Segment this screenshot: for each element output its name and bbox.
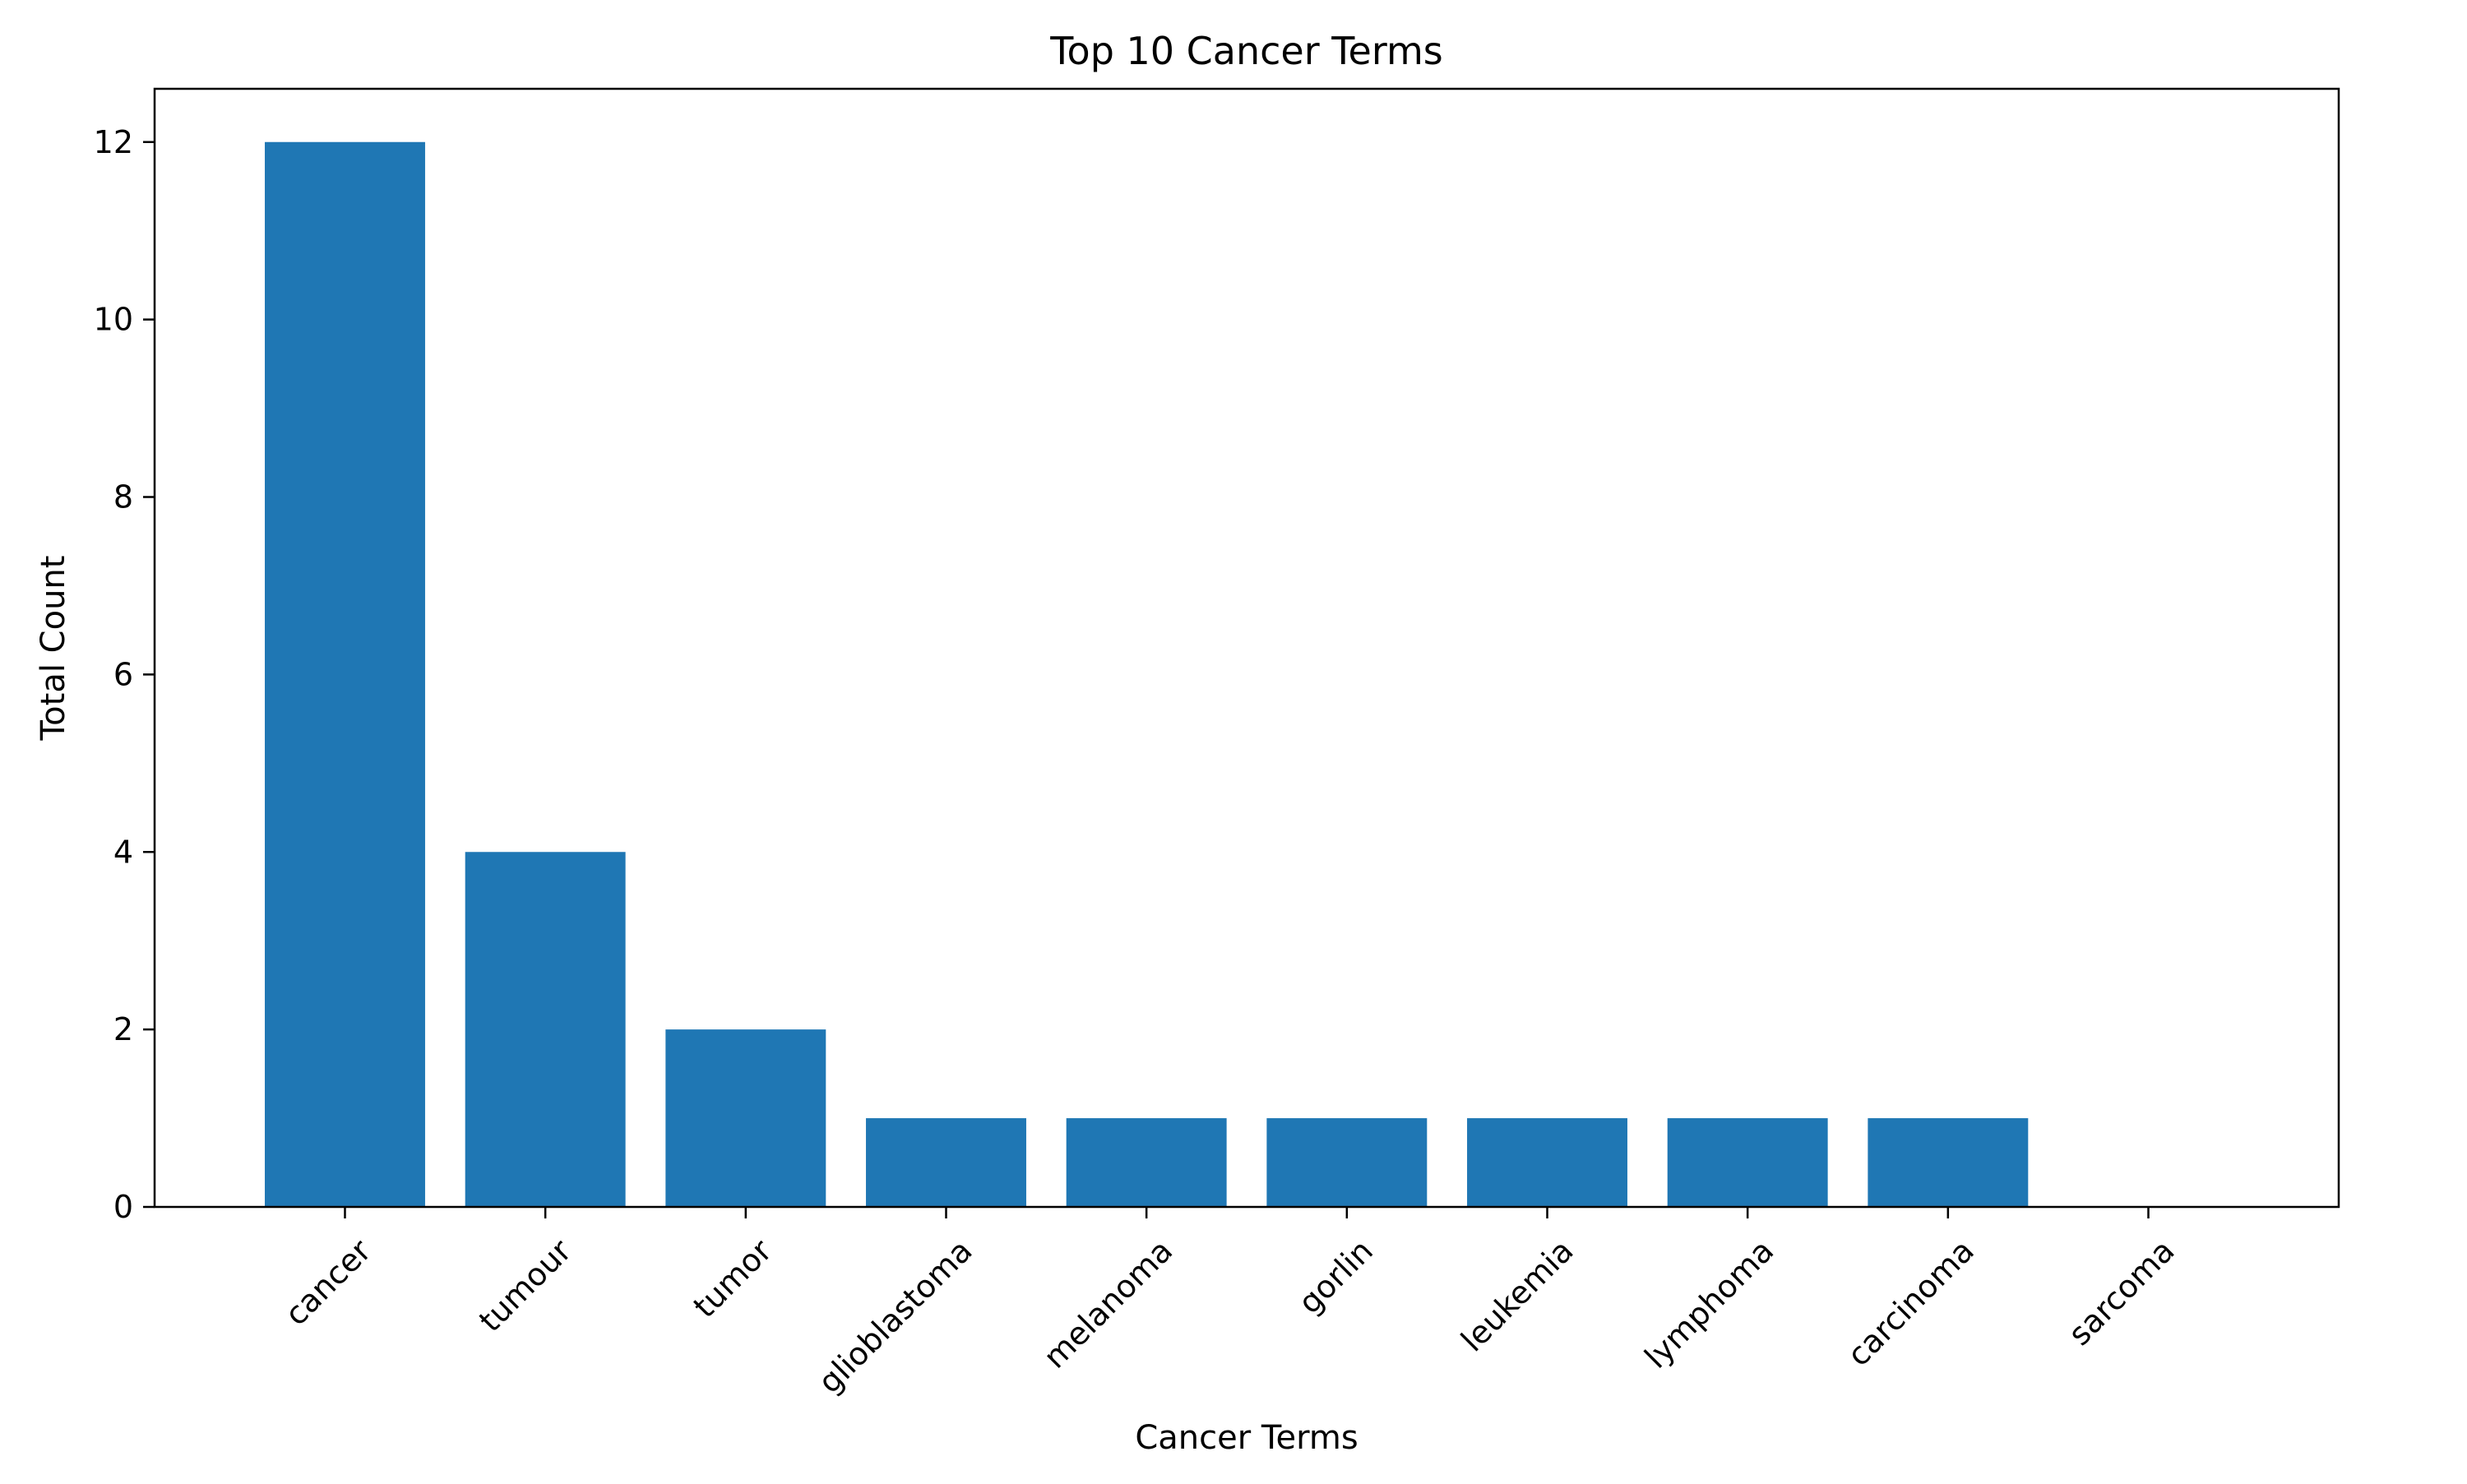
y-tick-label: 6 (113, 656, 133, 692)
bar-melanoma (1066, 1118, 1227, 1207)
y-tick-label: 10 (94, 302, 133, 338)
y-tick-label: 12 (94, 124, 133, 160)
bar-leukemia (1467, 1118, 1627, 1207)
y-tick-label: 0 (113, 1189, 133, 1225)
chart-title: Top 10 Cancer Terms (1049, 29, 1442, 73)
y-axis-label: Total Count (35, 556, 72, 742)
y-tick-label: 8 (113, 479, 133, 515)
bar-glioblastoma (866, 1118, 1026, 1207)
y-tick-label: 2 (113, 1011, 133, 1047)
plot-frame (153, 87, 2340, 1209)
bar-tumor (665, 1029, 826, 1207)
y-axis-ticks: 0 2 4 6 8 10 12 (94, 124, 155, 1225)
x-axis-label: Cancer Terms (1135, 1419, 1358, 1457)
bar-carcinoma (1868, 1118, 2029, 1207)
bar-tumour (465, 852, 626, 1207)
bar-cancer (265, 141, 425, 1207)
bars-layer (265, 141, 2029, 1207)
bar-gorlin (1266, 1118, 1428, 1207)
y-tick-label: 4 (113, 834, 133, 870)
bar-lymphoma (1667, 1118, 1828, 1207)
